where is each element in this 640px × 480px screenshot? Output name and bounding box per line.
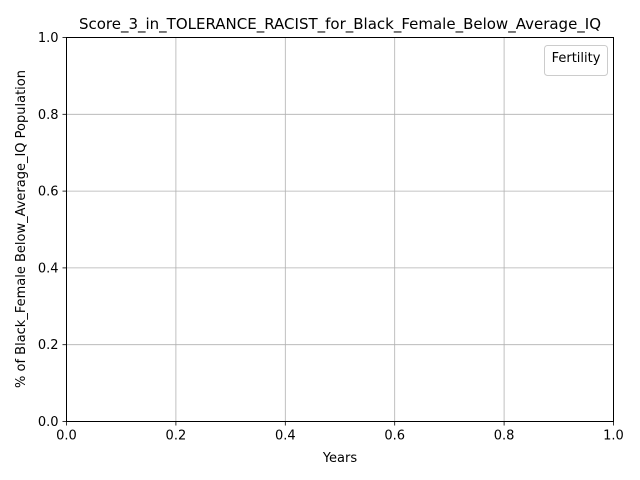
chart-title: Score_3_in_TOLERANCE_RACIST_for_Black_Fe… [79, 15, 601, 34]
y-tick-label: 0.0 [38, 415, 59, 430]
x-tick-label: 0.0 [56, 429, 77, 444]
legend: Fertility [544, 45, 608, 76]
legend-title: Fertility [552, 51, 601, 66]
y-tick-label: 0.4 [38, 261, 59, 276]
y-tick-label: 1.0 [38, 31, 59, 46]
x-tick-label: 0.2 [166, 429, 187, 444]
x-axis: 0.0 0.2 0.4 0.6 0.8 1.0 [56, 421, 624, 444]
y-tick-label: 0.2 [38, 338, 59, 353]
legend-box [544, 45, 608, 76]
x-tick-label: 1.0 [603, 429, 624, 444]
grid [66, 37, 614, 422]
y-axis-label: % of Black_Female Below_Average_IQ Popul… [14, 70, 29, 388]
y-axis: 0.0 0.2 0.4 0.6 0.8 1.0 [38, 31, 67, 430]
y-tick-label: 0.6 [38, 185, 59, 200]
x-tick-label: 0.6 [384, 429, 405, 444]
x-tick-label: 0.4 [275, 429, 296, 444]
plot-frame [66, 37, 614, 422]
x-tick-label: 0.8 [494, 429, 515, 444]
y-tick-label: 0.8 [38, 108, 59, 123]
x-axis-label: Years [322, 451, 358, 466]
